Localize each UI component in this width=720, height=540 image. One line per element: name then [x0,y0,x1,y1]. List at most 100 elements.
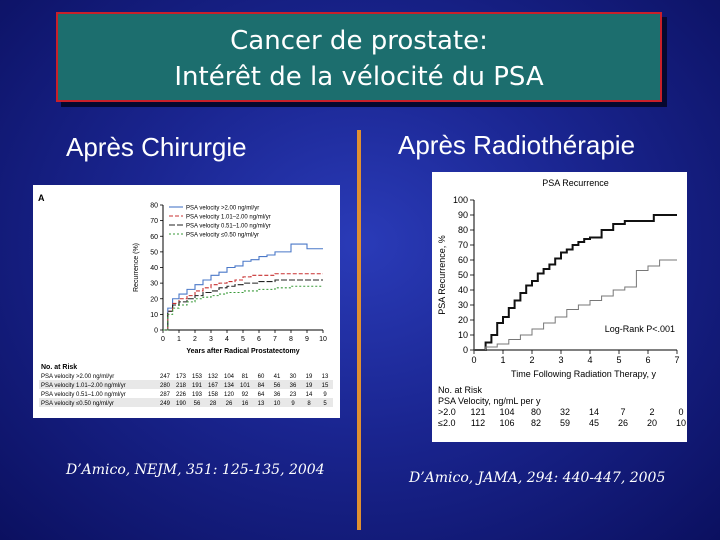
y-tick-label: 40 [150,265,158,272]
risk-cell: 5 [323,401,327,407]
risk-cell: 15 [322,383,329,389]
risk-cell: 134 [224,383,235,389]
y-axis-label: Recurrence (%) [133,243,140,292]
x-axis-label: Years after Radical Prostatectomy [186,348,299,355]
risk-row-band [39,398,333,407]
risk-cell: 10 [274,401,281,407]
legend-label-1: PSA velocity 1.01–2.00 ng/ml/yr [186,215,271,221]
x-tick-label: 8 [289,336,293,343]
radiotherapy-chart-panel: PSA Recurrence PSA Recurrence, % 0 10 20 30 40… [432,172,687,442]
series-line-0 [474,214,677,351]
risk-cell: 36 [274,392,281,398]
risk-cell: 280 [160,383,171,389]
risk-cell: 167 [208,383,219,389]
risk-cell: 30 [290,374,297,380]
risk-cell: 112 [471,418,485,428]
risk-cell: 101 [240,383,251,389]
risk-table-header: No. at Risk [438,385,483,395]
risk-cell: 249 [160,401,171,407]
risk-cell: 9 [323,392,327,398]
y-tick-label: 60 [150,234,158,241]
risk-cell: 59 [560,418,570,428]
y-axis-label: PSA Recurrence, % [437,235,447,315]
risk-table-header: No. at Risk [41,364,77,371]
risk-row-label: PSA velocity 1.01–2.00 ng/ml/yr [41,383,126,389]
risk-cell: 13 [322,374,329,380]
risk-row-band [39,380,333,389]
x-axis-label: Time Following Radiation Therapy, y [511,369,656,379]
x-tick-label: 5 [241,336,245,343]
risk-cell: 0 [678,407,683,417]
y-tick-label: 20 [150,296,158,303]
risk-cell: 84 [258,383,265,389]
risk-cell: 173 [176,374,187,380]
risk-cell: 60 [258,374,265,380]
risk-cell: 28 [210,401,217,407]
x-tick-label: 0 [161,336,165,343]
risk-cell: 81 [242,374,249,380]
risk-cell: 80 [531,407,541,417]
y-tick-label: 70 [150,218,158,225]
x-tick-label: 7 [674,355,679,365]
x-tick-label: 5 [616,355,621,365]
citation-jama: D’Amico, JAMA, 294: 440-447, 2005 [409,470,666,486]
x-tick-label: 1 [500,355,505,365]
x-tick-label: 10 [319,336,327,343]
series-line-3 [163,285,323,331]
y-tick-label: 100 [453,195,468,205]
risk-cell: 9 [291,401,295,407]
risk-row-label: PSA velocity ≤0.50 ng/ml/yr [41,401,114,407]
risk-cell: 19 [306,383,313,389]
risk-cell: 23 [290,392,297,398]
log-rank-annotation: Log-Rank P<.001 [605,324,675,334]
risk-cell: 190 [176,401,187,407]
y-tick-label: 20 [458,315,468,325]
risk-cell: 104 [499,407,514,417]
y-tick-label: 60 [458,255,468,265]
risk-cell: 16 [242,401,249,407]
x-tick-label: 9 [305,336,309,343]
y-tick-label: 50 [458,270,468,280]
y-tick-label: 0 [154,328,158,335]
risk-cell: 41 [274,374,281,380]
series-line-2 [163,279,323,331]
x-tick-label: 3 [209,336,213,343]
risk-cell: 247 [160,374,171,380]
risk-cell: 8 [307,401,311,407]
y-tick-label: 50 [150,249,158,256]
heading-after-radiotherapy: Après Radiothérapie [398,130,636,160]
slide-title-box: Cancer de prostate: Intérêt de la véloci… [56,12,662,102]
y-tick-label: 80 [150,203,158,210]
y-tick-label: 10 [458,330,468,340]
risk-cell: 56 [274,383,281,389]
risk-cell: 287 [160,392,171,398]
x-tick-label: 4 [225,336,229,343]
risk-cell: 92 [242,392,249,398]
risk-cell: 26 [226,401,233,407]
risk-cell: 191 [192,383,203,389]
x-tick-label: 6 [645,355,650,365]
risk-cell: 13 [258,401,265,407]
slide-title-line-1: Cancer de prostate: [230,26,488,56]
risk-row-label: PSA velocity >2.00 ng/ml/yr [41,374,114,380]
legend-label-3: PSA velocity ≤0.50 ng/ml/yr [186,233,259,239]
series-line-1 [474,259,677,351]
risk-cell: 193 [192,392,203,398]
chart-title: PSA Recurrence [542,178,609,188]
x-tick-label: 4 [587,355,592,365]
risk-cell: 14 [306,392,313,398]
risk-cell: 2 [649,407,654,417]
risk-cell: 32 [560,407,570,417]
risk-row-label: PSA velocity 0.51–1.00 ng/ml/yr [41,392,126,398]
citation-nejm: D’Amico, NEJM, 351: 125-135, 2004 [66,462,325,478]
x-tick-label: 0 [471,355,476,365]
y-tick-label: 40 [458,285,468,295]
slide-title-line-2: Intérêt de la vélocité du PSA [174,62,544,92]
y-tick-label: 80 [458,225,468,235]
risk-cell: 26 [618,418,628,428]
x-tick-label: 3 [558,355,563,365]
y-tick-label: 0 [463,345,468,355]
y-tick-label: 70 [458,240,468,250]
